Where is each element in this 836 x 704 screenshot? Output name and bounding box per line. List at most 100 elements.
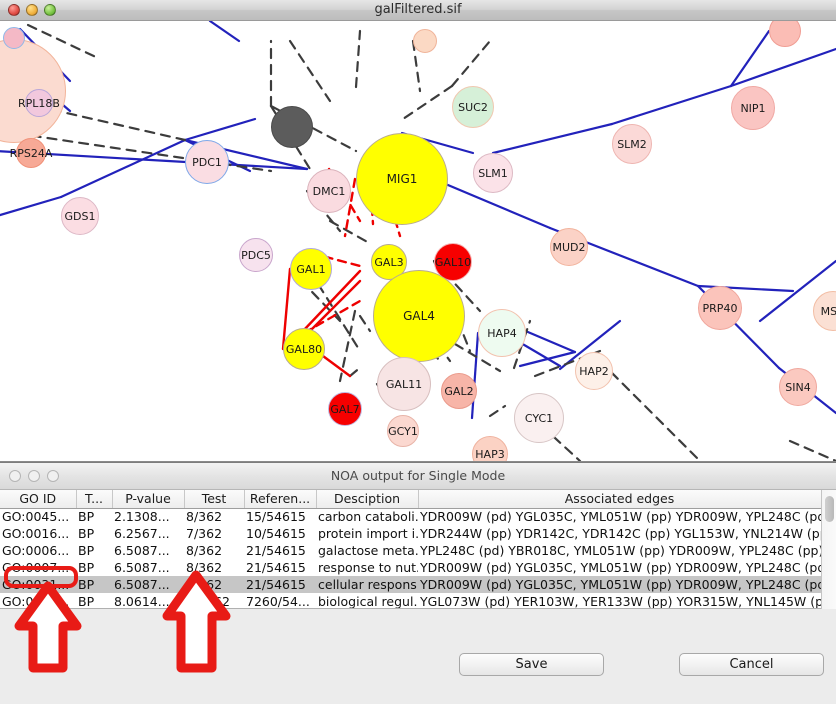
cell-associated-edges: YDR009W (pd) YGL035C, YML051W (pp) YDR00… (420, 509, 821, 525)
network-node-mud2[interactable]: MUD2 (550, 228, 588, 266)
network-node-slm2[interactable]: SLM2 (612, 124, 652, 164)
network-node-mig1[interactable]: MIG1 (356, 133, 448, 225)
cell-type: BP (78, 509, 95, 525)
cell-reference: 21/54615 (246, 543, 306, 558)
cell-type: BP (78, 526, 95, 541)
cell-reference: 21/54615 (244, 576, 316, 593)
table-header-row: GO ID T... P-value Test Referen... Desci… (0, 490, 822, 509)
cell-desciption: protein import i... (318, 526, 418, 541)
network-node-gal80[interactable]: GAL80 (283, 328, 325, 370)
network-node-gal2[interactable]: GAL2 (441, 373, 477, 409)
network-node-rpl18b[interactable]: RPL18B (18, 89, 60, 117)
cell-test: 8/362 (184, 576, 244, 593)
cell-desciption: galactose meta... (318, 543, 418, 558)
cell-desciption: carbon cataboli... (318, 509, 418, 525)
table-row[interactable]: GO:0031... BP 6.5087... 8/362 21/54615 cellul… (0, 576, 821, 593)
node-label: DMC1 (312, 184, 346, 198)
column-header-reference[interactable]: Referen... (244, 490, 317, 509)
cell-test: 7/362 (186, 526, 223, 541)
network-node-gal1[interactable]: GAL1 (290, 248, 332, 290)
node-label: HAP4 (487, 326, 517, 340)
network-node-gcy1[interactable]: GCY1 (387, 415, 419, 447)
column-header-desciption[interactable]: Desciption (316, 490, 419, 509)
cell-p-value: 6.5087... (114, 543, 170, 558)
network-node-suc2[interactable]: SUC2 (452, 86, 494, 128)
network-node-n-topmid-orange[interactable] (413, 29, 437, 53)
table-row[interactable]: GO:0065... BP 8.0614... 94/362 7260/54... bio… (0, 593, 821, 609)
cell-associated-edges: YDR244W (pp) YDR142C, YDR142C (pp) YGL15… (420, 526, 821, 541)
cell-p-value: 6.2567... (114, 526, 170, 541)
cell-desciption: response to nut... (318, 560, 418, 575)
node-label: HAP3 (475, 447, 505, 461)
noa-zoom-button[interactable] (47, 470, 59, 482)
network-node-msn[interactable]: MSN (813, 291, 836, 331)
go-results-table-container[interactable]: GO ID T... P-value Test Referen... Desci… (0, 490, 836, 609)
network-node-hap4[interactable]: HAP4 (478, 309, 526, 357)
save-button[interactable]: Save (459, 653, 604, 676)
cell-test: 8/362 (186, 543, 223, 558)
node-label: GAL2 (444, 384, 474, 398)
node-label: MUD2 (552, 240, 586, 254)
node-label: SUC2 (458, 100, 488, 114)
dialog-button-bar: Save Cancel (0, 641, 836, 704)
network-node-hap2[interactable]: HAP2 (575, 352, 613, 390)
column-header-p-value[interactable]: P-value (112, 490, 185, 509)
network-node-hap3[interactable]: HAP3 (472, 436, 508, 461)
network-node-gds1[interactable]: GDS1 (61, 197, 99, 235)
column-header-go-id[interactable]: GO ID (0, 490, 77, 509)
network-node-slm1[interactable]: SLM1 (473, 153, 513, 193)
table-row[interactable]: GO:0006... BP 6.5087... 8/362 21/54615 galact… (0, 542, 821, 559)
cell-type: BP (78, 543, 95, 558)
column-header-type[interactable]: T... (76, 490, 113, 509)
close-button[interactable] (8, 4, 20, 16)
network-node-n-topright-pink[interactable] (769, 21, 801, 47)
network-node-rps24a[interactable]: RPS24A (10, 138, 52, 168)
network-node-n-topleft-blue[interactable] (3, 27, 25, 49)
network-node-nip1[interactable]: NIP1 (731, 86, 775, 130)
network-node-gal4[interactable]: GAL4 (373, 270, 465, 362)
node-label: GAL80 (285, 342, 323, 356)
network-node-dmc1[interactable]: DMC1 (307, 169, 351, 213)
node-label: GAL4 (403, 309, 435, 323)
cell-go-id: GO:0045... (2, 509, 70, 525)
noa-minimize-button[interactable] (28, 470, 40, 482)
cell-reference: 7260/54... (246, 594, 310, 609)
table-row[interactable]: GO:0016... BP 6.2567... 7/362 10/54615 protei… (0, 525, 821, 542)
node-label: SIN4 (785, 380, 811, 394)
cancel-button[interactable]: Cancel (679, 653, 824, 676)
network-node-cyc1[interactable]: CYC1 (514, 393, 564, 443)
cell-reference: 21/54615 (246, 560, 306, 575)
network-node-sin4[interactable]: SIN4 (779, 368, 817, 406)
cell-p-value: 6.5087... (114, 560, 170, 575)
network-canvas[interactable]: RPL18B RPS24A GDS1 PDC1 PDC5 SUC2 MIG1 DMC1 SLM1… (0, 21, 836, 461)
column-header-associated-edges[interactable]: Associated edges (418, 490, 822, 509)
column-header-test[interactable]: Test (184, 490, 245, 509)
cell-associated-edges: YPL248C (pd) YBR018C, YML051W (pp) YDR00… (420, 543, 821, 558)
cell-reference: 15/54615 (246, 509, 306, 525)
minimize-button[interactable] (26, 4, 38, 16)
go-results-table: GO ID T... P-value Test Referen... Desci… (0, 490, 822, 609)
network-node-gal11[interactable]: GAL11 (377, 357, 431, 411)
node-label: GAL1 (296, 262, 326, 276)
node-label: GDS1 (64, 209, 96, 223)
table-body: GO:0045... BP 2.1308... 8/362 15/54615 carbon… (0, 508, 821, 609)
table-vertical-scrollbar[interactable] (821, 490, 836, 609)
network-node-prp40[interactable]: PRP40 (698, 286, 742, 330)
cell-associated-edges: YDR009W (pd) YGL035C, YML051W (pp) YDR00… (420, 560, 821, 575)
network-node-n-gray[interactable] (271, 106, 313, 148)
cell-test: 94/362 (186, 594, 230, 609)
noa-close-button[interactable] (9, 470, 21, 482)
node-label: HAP2 (579, 364, 609, 378)
cell-go-id: GO:0006... (2, 543, 70, 558)
network-node-pdc1[interactable]: PDC1 (185, 140, 229, 184)
network-node-gal7[interactable]: GAL7 (328, 392, 362, 426)
main-titlebar: galFiltered.sif (0, 0, 836, 21)
network-node-gal3[interactable]: GAL3 (371, 244, 407, 280)
zoom-button[interactable] (44, 4, 56, 16)
cell-reference: 10/54615 (246, 526, 306, 541)
table-row[interactable]: GO:0007... BP 6.5087... 8/362 21/54615 respon… (0, 559, 821, 576)
table-row[interactable]: GO:0045... BP 2.1308... 8/362 15/54615 carbon… (0, 508, 821, 525)
network-node-pdc5[interactable]: PDC5 (239, 238, 273, 272)
scrollbar-thumb[interactable] (825, 496, 834, 522)
